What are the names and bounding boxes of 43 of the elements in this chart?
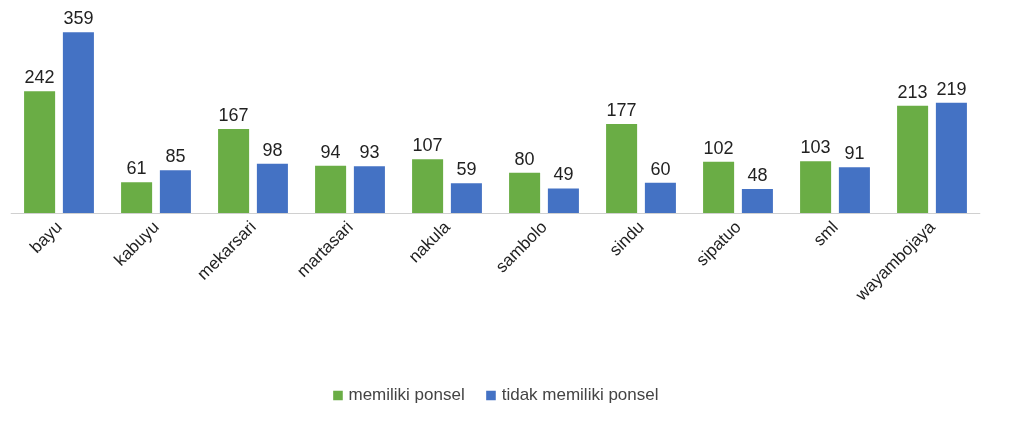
data-label: 242	[24, 67, 55, 88]
bar	[606, 123, 638, 214]
bar	[509, 172, 541, 214]
bar	[897, 105, 929, 214]
bar	[935, 102, 967, 214]
bar	[547, 188, 579, 214]
bar	[121, 182, 153, 214]
data-label: 213	[897, 81, 928, 102]
data-label: 85	[165, 146, 186, 167]
data-label: 94	[320, 141, 341, 162]
legend-label: tidak memiliki ponsel	[501, 385, 659, 405]
bar	[256, 163, 288, 214]
data-label: 91	[844, 143, 865, 164]
data-label: 61	[126, 158, 147, 179]
bar	[644, 182, 676, 214]
bar	[218, 128, 250, 214]
data-label: 167	[218, 104, 249, 125]
bar	[741, 188, 773, 214]
bar	[315, 165, 347, 214]
data-label: 177	[606, 99, 637, 120]
bar	[703, 161, 735, 214]
data-label: 59	[456, 159, 477, 180]
bar	[62, 32, 94, 214]
bar	[450, 183, 482, 214]
data-label: 48	[747, 164, 768, 185]
bar	[159, 170, 191, 214]
data-label: 80	[514, 148, 535, 169]
data-label: 107	[412, 135, 443, 156]
data-label: 103	[800, 137, 831, 158]
data-label: 102	[703, 137, 734, 158]
data-label: 49	[553, 164, 574, 185]
bar	[800, 161, 832, 214]
bar	[412, 159, 444, 214]
data-label: 219	[936, 78, 967, 99]
bar	[353, 166, 385, 214]
bar	[838, 167, 870, 214]
legend-label: memiliki ponsel	[348, 385, 465, 405]
x-tick-label: sml	[809, 217, 842, 250]
data-label: 359	[63, 8, 94, 29]
data-label: 93	[359, 142, 380, 163]
data-label: 98	[262, 139, 283, 160]
bar	[24, 91, 56, 214]
data-label: 60	[650, 158, 671, 179]
